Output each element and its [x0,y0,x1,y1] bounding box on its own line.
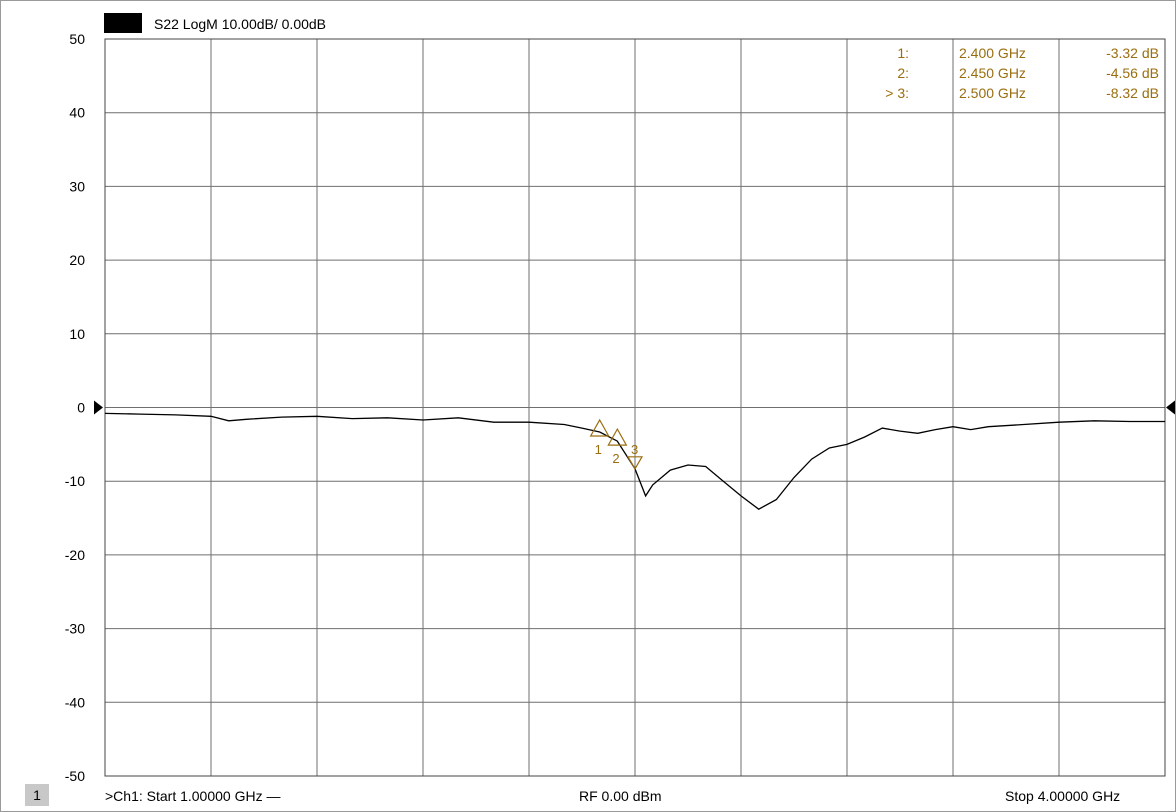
trace-title[interactable]: S22 LogM 10.00dB/ 0.00dB [154,16,327,32]
y-tick-label: 0 [77,400,85,416]
y-tick-label: 40 [69,105,85,121]
marker-label: 1 [595,442,602,457]
y-tick-label: -40 [65,694,85,710]
marker-readout-id: 1: [897,45,909,61]
trace-s22-line [104,412,1165,510]
y-tick-label: 50 [69,31,85,47]
marker-readout-frequency: 2.500 GHz [959,85,1026,101]
stop-frequency[interactable]: Stop 4.00000 GHz [1005,788,1121,804]
reference-level-right-icon [1166,400,1175,415]
y-tick-label: 20 [69,252,85,268]
channel-badge[interactable]: 1 [25,784,49,806]
y-tick-label: 30 [69,178,85,194]
marker-triangle-icon [607,427,628,446]
marker-label: 2 [612,451,619,466]
marker-triangle-icon [626,456,644,471]
marker-readout-value: -4.56 dB [1106,65,1159,81]
y-tick-label: -50 [65,768,85,784]
y-tick-label: 10 [69,326,85,342]
marker-label: 3 [631,442,638,457]
y-tick-label: -10 [65,473,85,489]
rf-power[interactable]: RF 0.00 dBm [579,788,662,804]
marker-readout-frequency: 2.450 GHz [959,65,1026,81]
plot-border [104,38,1166,777]
trace-color-swatch[interactable] [104,13,142,33]
marker-readout-frequency: 2.400 GHz [959,45,1026,61]
y-tick-label: -30 [65,621,85,637]
marker-readout-value: -3.32 dB [1106,45,1159,61]
start-frequency[interactable]: >Ch1: Start 1.00000 GHz — [105,788,281,804]
y-tick-label: -20 [65,547,85,563]
marker-readout-id: 2: [897,65,909,81]
reference-level-left-icon [94,400,103,415]
marker-triangle-icon [589,418,610,437]
marker-readout-value: -8.32 dB [1106,85,1159,101]
marker-readout-id: > 3: [885,85,909,101]
